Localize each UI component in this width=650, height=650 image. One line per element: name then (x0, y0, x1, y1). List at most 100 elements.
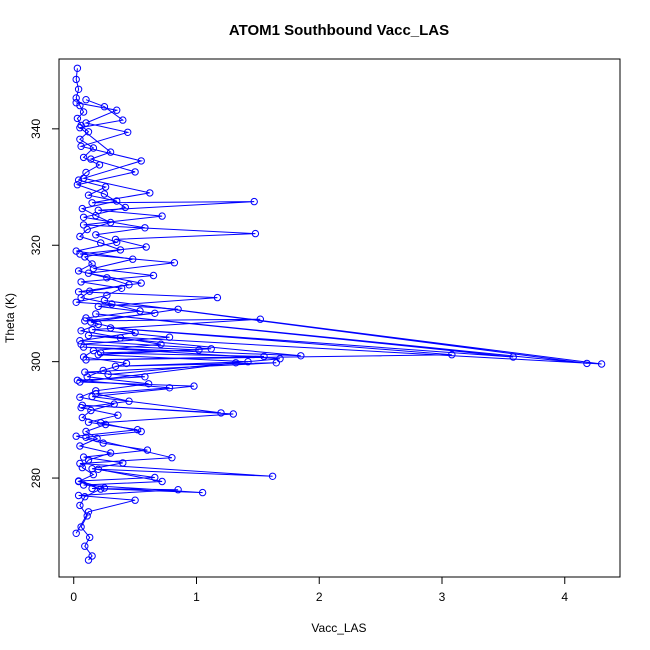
data-point (94, 351, 103, 359)
data-point (103, 274, 111, 282)
data-point (72, 298, 80, 306)
x-tick-label: 0 (70, 590, 77, 604)
data-point (131, 168, 139, 176)
data-point (92, 390, 100, 398)
data-point (268, 472, 277, 480)
data-point (137, 427, 145, 436)
data-point (72, 75, 80, 84)
data-point (81, 368, 89, 376)
data-point (79, 343, 88, 351)
data-point (73, 181, 82, 189)
data-point (76, 232, 84, 241)
data-point (88, 325, 96, 334)
data-point (509, 353, 517, 361)
data-point (81, 542, 89, 550)
data-point (229, 410, 238, 418)
data-point (77, 327, 85, 335)
data-point (207, 345, 215, 353)
data-point (92, 231, 100, 239)
data-point (79, 213, 88, 222)
data-point (133, 426, 142, 434)
x-tick-label: 4 (561, 590, 568, 604)
data-point (143, 446, 152, 454)
data-point (583, 359, 591, 368)
data-point (72, 432, 80, 440)
y-axis: 280 300 320 340 (29, 119, 60, 488)
data-point (272, 359, 280, 367)
data-point (78, 463, 87, 472)
data-point (137, 157, 145, 165)
data-point (121, 203, 130, 212)
data-point (232, 359, 240, 367)
data-point (119, 459, 127, 467)
data-point (100, 190, 109, 198)
data-point (74, 477, 83, 485)
data-point (84, 191, 93, 199)
data-point (76, 442, 84, 450)
data-point (276, 355, 284, 363)
data-point (101, 183, 110, 191)
data-point (113, 238, 121, 247)
data-point (84, 418, 93, 426)
data-point (448, 351, 456, 359)
data-point (74, 267, 83, 275)
data-point (89, 264, 98, 273)
data-point (73, 376, 82, 384)
x-tick-label: 2 (316, 590, 323, 604)
plot-frame (58, 58, 621, 578)
data-point (114, 411, 122, 419)
data-point (72, 94, 80, 102)
data-point (77, 142, 85, 151)
data-point (149, 271, 158, 280)
data-point (79, 174, 88, 183)
data-point (190, 382, 198, 390)
data-point (82, 96, 90, 104)
data-point (111, 362, 120, 370)
data-point (84, 331, 93, 340)
data-point (79, 481, 88, 489)
data-point (297, 352, 305, 360)
data-point (82, 356, 90, 364)
y-axis-label: Theta (K) (3, 293, 17, 343)
data-point (84, 556, 93, 564)
data-point (100, 484, 109, 492)
x-tick-label: 1 (193, 590, 200, 604)
data-point (77, 403, 85, 412)
data-point (88, 552, 96, 560)
data-point (87, 155, 95, 163)
data-point (157, 340, 165, 348)
data-point (260, 352, 268, 361)
data-point (256, 315, 264, 323)
data-point (74, 85, 83, 94)
data-point (100, 103, 109, 111)
data-point (88, 465, 96, 473)
data-point (77, 523, 85, 531)
data-point (213, 293, 222, 302)
data-point (158, 212, 166, 220)
data-point (88, 260, 96, 268)
data-point (76, 135, 84, 144)
data-point (87, 318, 95, 326)
y-tick-label: 280 (29, 468, 43, 488)
data-point (76, 124, 84, 132)
y-tick-label: 300 (29, 351, 43, 371)
data-point (74, 176, 83, 184)
data-point (144, 380, 153, 388)
data-point (79, 453, 88, 461)
plot-area (72, 64, 606, 564)
data-point (73, 114, 82, 123)
data-point (251, 229, 260, 238)
data-point (72, 99, 80, 107)
data-point (74, 491, 83, 500)
data-point (124, 128, 132, 137)
x-axis-label: Vacc_LAS (311, 621, 366, 635)
data-point (78, 413, 87, 422)
data-point (129, 255, 137, 263)
data-point (73, 64, 82, 73)
data-point (84, 508, 93, 516)
x-tick-label: 3 (439, 590, 446, 604)
data-point (170, 259, 179, 267)
x-axis: 0 1 2 3 4 (70, 576, 568, 604)
data-point (77, 278, 85, 286)
data-point (174, 305, 182, 313)
